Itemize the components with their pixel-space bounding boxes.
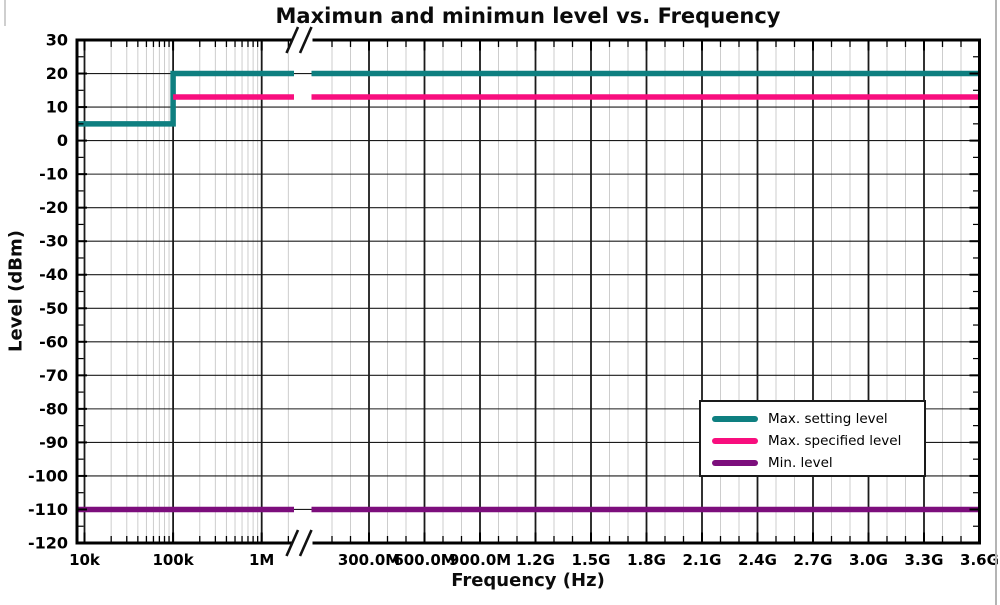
axis-break-gaps bbox=[293, 36, 313, 547]
y-tick-label: -100 bbox=[28, 466, 68, 485]
x-tick-label: 300.0M bbox=[338, 551, 400, 569]
y-axis-title: Level (dBm) bbox=[5, 230, 27, 352]
x-tick-label: 2.7G bbox=[794, 551, 833, 569]
x-tick-label: 3.6G bbox=[960, 551, 999, 569]
y-tick-label: -120 bbox=[28, 534, 68, 553]
y-tick-label: -90 bbox=[39, 433, 68, 452]
x-tick-label: 1.2G bbox=[516, 551, 555, 569]
x-tick-label: 2.4G bbox=[738, 551, 777, 569]
x-tick-label: 1.8G bbox=[627, 551, 666, 569]
window-edge-right bbox=[995, 0, 997, 605]
y-tick-label: 30 bbox=[46, 31, 68, 50]
x-tick-label: 3.0G bbox=[849, 551, 888, 569]
legend-label-min-level: Min. level bbox=[768, 455, 833, 471]
legend-label-max-setting-level: Max. setting level bbox=[768, 411, 888, 427]
y-tick-label: -50 bbox=[39, 299, 68, 318]
x-tick-label: 600.0M bbox=[393, 551, 455, 569]
x-tick-label: 1.5G bbox=[572, 551, 611, 569]
chart-title: Maximun and minimun level vs. Frequency bbox=[275, 4, 781, 28]
y-tick-label: 10 bbox=[46, 98, 68, 117]
y-tick-label: 20 bbox=[46, 64, 68, 83]
x-tick-label: 3.3G bbox=[905, 551, 944, 569]
x-tick-label: 2.1G bbox=[683, 551, 722, 569]
x-axis-title: Frequency (Hz) bbox=[451, 570, 605, 591]
legend-swatch-min-level bbox=[712, 460, 758, 466]
x-tick-label: 10k bbox=[69, 551, 101, 569]
axis-break-marks bbox=[285, 26, 313, 557]
legend: Max. setting level Max. specified level … bbox=[699, 400, 926, 477]
y-tick-label: -80 bbox=[39, 399, 68, 418]
legend-item-max-setting-level: Max. setting level bbox=[712, 408, 924, 430]
y-tick-label: -10 bbox=[39, 165, 68, 184]
y-tick-label: -110 bbox=[28, 500, 68, 519]
window-edge-artifact bbox=[4, 0, 6, 26]
axis-ticks bbox=[78, 41, 978, 542]
y-tick-label: -30 bbox=[39, 232, 68, 251]
x-tick-label: 900.0M bbox=[449, 551, 511, 569]
y-tick-label: -70 bbox=[39, 366, 68, 385]
data-series bbox=[78, 70, 980, 513]
y-tick-label: -40 bbox=[39, 265, 68, 284]
y-tick-label: 0 bbox=[57, 131, 68, 150]
axis-spines bbox=[75, 38, 981, 545]
legend-item-min-level: Min. level bbox=[712, 452, 924, 474]
x-tick-label: 1M bbox=[249, 551, 274, 569]
legend-swatch-max-setting-level bbox=[712, 416, 758, 422]
y-tick-label: -60 bbox=[39, 332, 68, 351]
y-tick-label: -20 bbox=[39, 198, 68, 217]
x-tick-label: 100k bbox=[152, 551, 194, 569]
legend-label-max-specified-level: Max. specified level bbox=[768, 433, 902, 449]
legend-swatch-max-specified-level bbox=[712, 438, 758, 444]
legend-item-max-specified-level: Max. specified level bbox=[712, 430, 924, 452]
